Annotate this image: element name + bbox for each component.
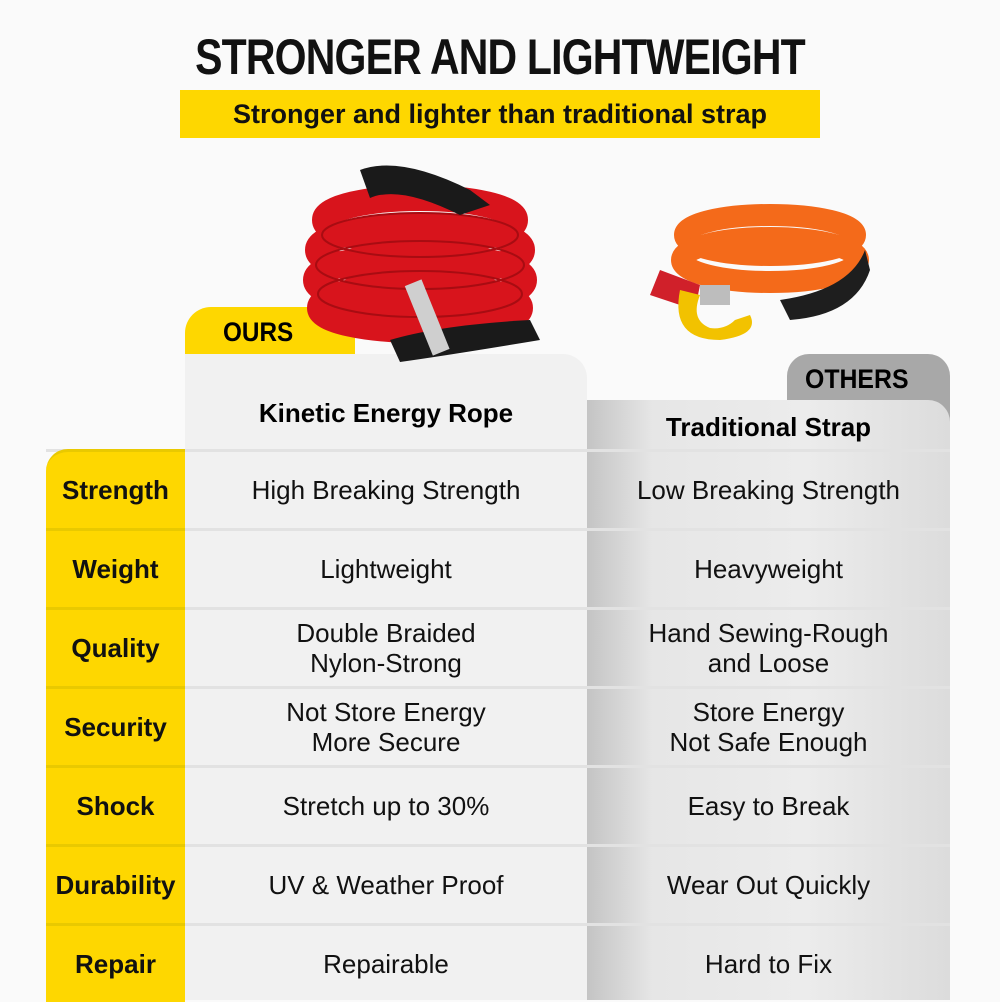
- table-row: Quality Double Braided Nylon-Strong Hand S…: [46, 607, 950, 686]
- ours-cell: Not Store Energy More Secure: [286, 697, 486, 757]
- ours-cell: Lightweight: [320, 554, 452, 584]
- ours-product-name: Kinetic Energy Rope: [258, 398, 514, 428]
- ours-cell: Stretch up to 30%: [282, 791, 490, 821]
- others-cell: Low Breaking Strength: [636, 475, 901, 505]
- row-label: Strength: [46, 449, 185, 528]
- table-row: Strength High Breaking Strength Low Breaki…: [46, 449, 950, 528]
- ours-cell: High Breaking Strength: [251, 475, 521, 505]
- row-label: Weight: [46, 528, 185, 607]
- subtitle-banner: Stronger and lighter than traditional st…: [180, 90, 820, 138]
- row-label: Security: [46, 686, 185, 765]
- ours-cell: Double Braided Nylon-Strong: [296, 618, 476, 678]
- traditional-strap-image: [650, 204, 870, 340]
- ours-tab-label: OURS: [223, 317, 294, 347]
- others-cell: Easy to Break: [687, 791, 850, 821]
- row-label: Shock: [46, 765, 185, 844]
- table-row: Shock Stretch up to 30% Easy to Break: [46, 765, 950, 844]
- others-product-name: Traditional Strap: [665, 412, 872, 442]
- row-label: Durability: [46, 844, 185, 923]
- others-cell: Store Energy Not Safe Enough: [669, 697, 868, 757]
- comparison-table: Strength High Breaking Strength Low Breaki…: [46, 449, 950, 1002]
- others-cell: Wear Out Quickly: [666, 870, 871, 900]
- others-column: [587, 400, 950, 1000]
- others-cell: Hard to Fix: [704, 949, 833, 979]
- row-label: Repair: [46, 923, 185, 1002]
- table-row: Repair Repairable Hard to Fix: [46, 923, 950, 1002]
- others-cell: Heavyweight: [694, 554, 843, 584]
- row-label: Quality: [46, 607, 185, 686]
- table-row: Durability UV & Weather Proof Wear Out Qui…: [46, 844, 950, 923]
- table-row: Security Not Store Energy More Secure Stor…: [46, 686, 950, 765]
- kinetic-rope-image: [303, 165, 540, 362]
- others-cell: Hand Sewing-Rough and Loose: [648, 618, 889, 678]
- ours-cell: UV & Weather Proof: [268, 870, 504, 900]
- table-row: Weight Lightweight Heavyweight: [46, 528, 950, 607]
- page-title: STRONGER AND LIGHTWEIGHT: [195, 29, 806, 85]
- others-tab-label: OTHERS: [805, 364, 909, 394]
- ours-column: [185, 354, 587, 1000]
- ours-cell: Repairable: [323, 949, 449, 979]
